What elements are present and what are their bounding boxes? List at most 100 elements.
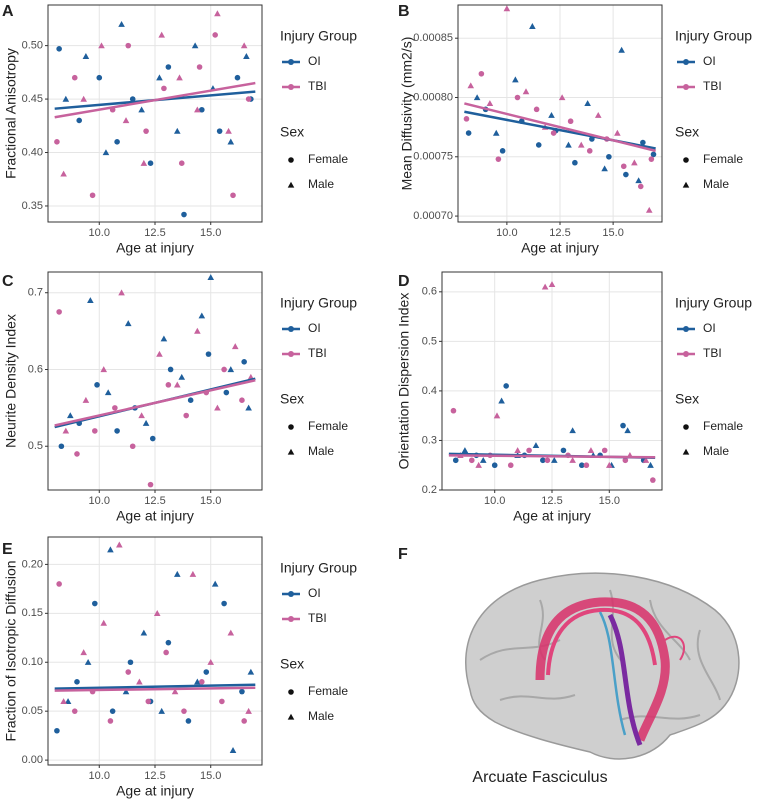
legend-symbol bbox=[683, 157, 689, 163]
y-tick-label: 0.00070 bbox=[413, 210, 453, 222]
point bbox=[187, 397, 194, 403]
point bbox=[558, 94, 566, 101]
point bbox=[207, 274, 215, 281]
point bbox=[578, 462, 585, 469]
point bbox=[158, 31, 165, 38]
legend-symbol bbox=[287, 713, 295, 720]
point bbox=[461, 447, 469, 454]
point bbox=[631, 159, 638, 166]
point bbox=[122, 117, 130, 124]
legend-label: Female bbox=[308, 684, 348, 698]
point bbox=[229, 747, 237, 753]
point bbox=[583, 462, 590, 469]
point bbox=[205, 351, 212, 357]
y-tick-label: 0.20 bbox=[22, 558, 43, 570]
point bbox=[145, 698, 152, 705]
point bbox=[452, 457, 459, 464]
point bbox=[138, 412, 145, 419]
legend-swatch bbox=[288, 616, 294, 622]
y-tick-label: 0.5 bbox=[28, 440, 43, 452]
point bbox=[642, 456, 650, 463]
legend-swatch bbox=[288, 326, 294, 332]
point bbox=[577, 141, 585, 148]
point bbox=[465, 130, 472, 136]
point bbox=[601, 447, 608, 454]
y-tick-label: 0.00080 bbox=[413, 91, 453, 103]
point bbox=[54, 139, 60, 145]
point bbox=[149, 435, 156, 442]
point bbox=[109, 708, 116, 714]
plot-frame bbox=[441, 271, 663, 491]
point bbox=[199, 679, 205, 685]
fit-line bbox=[54, 686, 256, 692]
tract bbox=[598, 611, 627, 736]
legend-title: Injury Group bbox=[280, 560, 357, 576]
point bbox=[565, 141, 572, 148]
point bbox=[648, 156, 655, 162]
y-axis-title: Mean Diffusivity (mm2/s) bbox=[399, 37, 415, 191]
point bbox=[100, 366, 108, 373]
point bbox=[522, 88, 530, 95]
point bbox=[221, 600, 227, 607]
point bbox=[468, 457, 475, 464]
legend-label: TBI bbox=[308, 346, 327, 360]
point bbox=[167, 366, 174, 373]
y-axis-title: Orientation Dispersion Index bbox=[396, 293, 412, 470]
x-axis-title: Age at injury bbox=[521, 240, 599, 256]
point bbox=[622, 457, 629, 464]
legend-symbol bbox=[682, 181, 690, 188]
point bbox=[241, 359, 247, 365]
legend-label: TBI bbox=[703, 346, 722, 360]
legend-swatch bbox=[288, 351, 294, 357]
x-tick-label: 15.0 bbox=[599, 495, 620, 507]
x-axis-title: Age at injury bbox=[116, 783, 194, 799]
legend-label: Male bbox=[308, 444, 334, 458]
point bbox=[503, 383, 509, 389]
legend-swatch bbox=[683, 351, 689, 357]
panel-label: D bbox=[398, 273, 410, 290]
point bbox=[58, 443, 65, 450]
point bbox=[191, 42, 199, 49]
point bbox=[183, 412, 190, 419]
point bbox=[529, 23, 536, 29]
legend-label: OI bbox=[703, 54, 716, 68]
fit-line bbox=[54, 379, 256, 427]
point bbox=[178, 160, 185, 167]
point bbox=[227, 138, 235, 145]
brain-shape bbox=[465, 572, 740, 760]
y-tick-label: 0.00 bbox=[22, 754, 43, 766]
point bbox=[240, 42, 248, 49]
legend-label: Female bbox=[703, 419, 743, 433]
point bbox=[181, 211, 187, 218]
point bbox=[76, 117, 83, 124]
point bbox=[194, 327, 201, 334]
y-axis-title: Fractional Anisotropy bbox=[3, 48, 19, 179]
legend-swatch bbox=[683, 84, 689, 90]
legend-title: Sex bbox=[280, 124, 304, 140]
x-tick-label: 15.0 bbox=[200, 770, 221, 782]
point bbox=[486, 100, 494, 107]
point bbox=[493, 412, 501, 419]
legend-title: Injury Group bbox=[280, 295, 357, 311]
x-tick-label: 12.5 bbox=[541, 495, 562, 507]
point bbox=[107, 546, 114, 553]
point bbox=[116, 541, 123, 548]
x-tick-label: 10.0 bbox=[496, 227, 517, 239]
x-tick-label: 12.5 bbox=[549, 227, 570, 239]
point bbox=[640, 139, 646, 146]
point bbox=[173, 127, 181, 134]
legend-symbol bbox=[288, 424, 294, 430]
point bbox=[211, 580, 219, 587]
panel: 0.2 0.3 0.4 0.5 0.6 10.0 12.5 15.0 Age at injury… bbox=[396, 271, 752, 524]
point bbox=[96, 74, 103, 81]
point bbox=[147, 160, 154, 167]
point bbox=[475, 461, 482, 468]
point bbox=[533, 106, 540, 113]
x-tick-label: 10.0 bbox=[484, 495, 505, 507]
point bbox=[247, 668, 255, 675]
y-axis-title: Fraction of Isotropic Diffusion bbox=[3, 560, 19, 741]
point bbox=[156, 350, 163, 357]
point bbox=[153, 610, 161, 616]
legend-label: TBI bbox=[703, 79, 722, 93]
point bbox=[207, 658, 215, 665]
